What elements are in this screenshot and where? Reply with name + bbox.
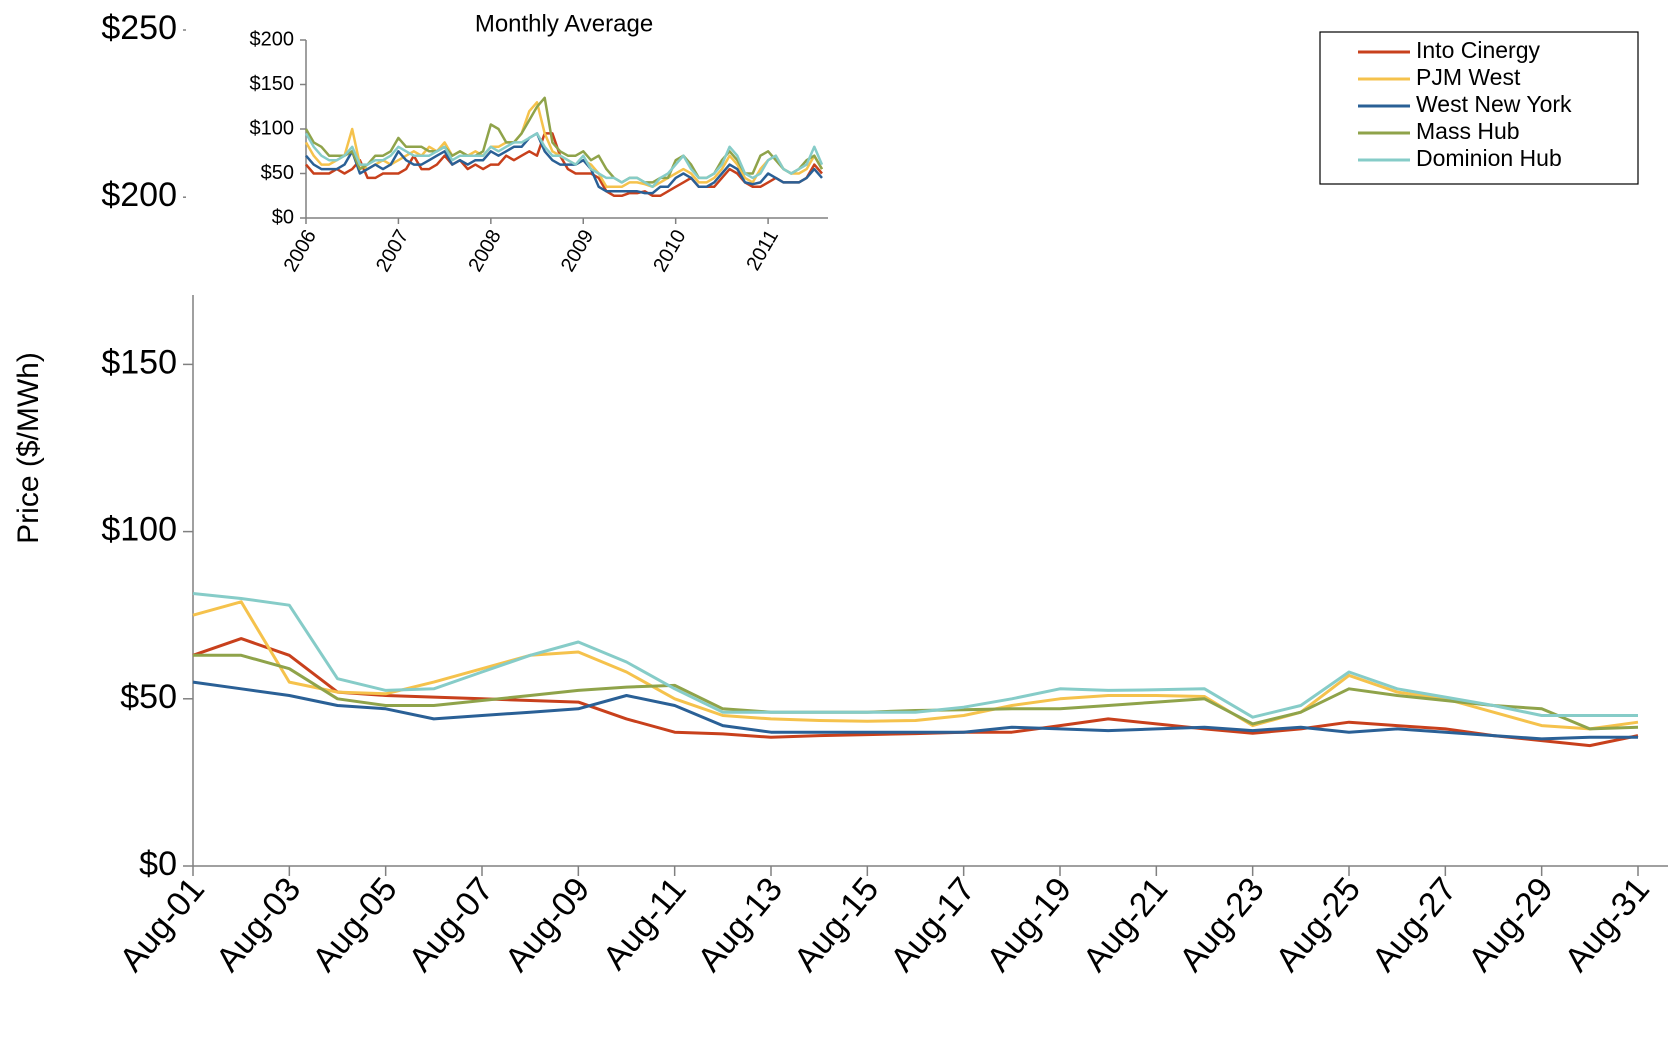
y-tick-label: $0 xyxy=(272,206,294,228)
series-line xyxy=(305,132,823,198)
legend-label: Into Cinergy xyxy=(1416,37,1541,63)
y-tick-label: $200 xyxy=(101,176,177,214)
legend-label: Dominion Hub xyxy=(1416,145,1562,171)
series-line xyxy=(304,96,824,184)
y-tick-label: $50 xyxy=(261,162,294,184)
y-tick-label: $50 xyxy=(120,678,177,716)
series-line xyxy=(192,600,1639,731)
legend-label: Mass Hub xyxy=(1416,118,1520,144)
y-tick-label: $150 xyxy=(101,343,177,381)
y-tick-label: $100 xyxy=(101,511,177,549)
series-line xyxy=(305,132,823,195)
series-line xyxy=(192,592,1638,719)
y-tick-label: $0 xyxy=(139,845,177,883)
legend-label: West New York xyxy=(1416,91,1572,117)
y-tick-label: $200 xyxy=(250,28,295,50)
y-tick-label: $250 xyxy=(101,9,177,47)
y-tick-label: $150 xyxy=(250,73,295,95)
series-line xyxy=(192,680,1638,741)
series-line xyxy=(304,132,824,189)
y-tick-label: $100 xyxy=(250,117,295,139)
y-axis-label: Price ($/MWh) xyxy=(12,352,45,544)
legend-label: PJM West xyxy=(1416,64,1521,90)
chart-title: Monthly Average xyxy=(475,10,653,37)
series-line xyxy=(193,653,1639,731)
